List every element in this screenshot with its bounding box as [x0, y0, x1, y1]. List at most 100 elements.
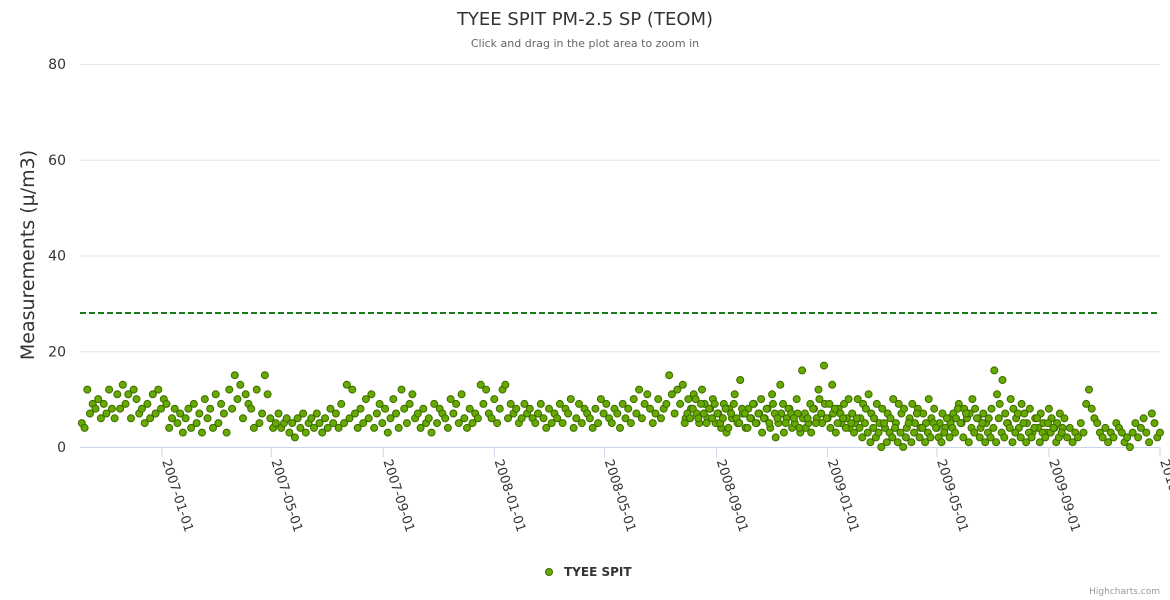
data-point[interactable]: [699, 409, 708, 418]
data-point[interactable]: [740, 409, 749, 418]
data-point[interactable]: [555, 399, 564, 408]
data-point[interactable]: [383, 428, 392, 437]
data-point[interactable]: [995, 399, 1004, 408]
data-point[interactable]: [930, 404, 939, 413]
data-point[interactable]: [839, 414, 848, 423]
data-point[interactable]: [789, 414, 798, 423]
data-point[interactable]: [907, 438, 916, 447]
data-point[interactable]: [247, 404, 256, 413]
data-point[interactable]: [1128, 428, 1137, 437]
data-point[interactable]: [542, 423, 551, 432]
data-point[interactable]: [1017, 399, 1026, 408]
data-point[interactable]: [751, 419, 760, 428]
data-point[interactable]: [646, 404, 655, 413]
data-point[interactable]: [670, 409, 679, 418]
data-point[interactable]: [792, 395, 801, 404]
data-point[interactable]: [157, 404, 165, 413]
data-point[interactable]: [397, 385, 406, 394]
data-point[interactable]: [910, 428, 919, 437]
data-point[interactable]: [962, 409, 970, 418]
data-point[interactable]: [386, 414, 395, 423]
data-point[interactable]: [1063, 433, 1072, 442]
data-point[interactable]: [490, 395, 499, 404]
data-point[interactable]: [392, 409, 400, 418]
data-point[interactable]: [266, 414, 275, 423]
data-point[interactable]: [894, 399, 903, 408]
data-point[interactable]: [643, 390, 652, 399]
data-point[interactable]: [162, 399, 171, 408]
data-point[interactable]: [828, 380, 837, 389]
data-point[interactable]: [678, 380, 687, 389]
data-point[interactable]: [345, 414, 354, 423]
data-point[interactable]: [844, 395, 853, 404]
data-point[interactable]: [815, 395, 824, 404]
data-point[interactable]: [209, 423, 217, 432]
data-point[interactable]: [820, 361, 828, 370]
data-point[interactable]: [757, 395, 766, 404]
data-point[interactable]: [833, 419, 842, 428]
data-point[interactable]: [351, 409, 359, 418]
data-point[interactable]: [282, 414, 291, 423]
data-point[interactable]: [986, 433, 995, 442]
data-point[interactable]: [694, 414, 703, 423]
data-point[interactable]: [1055, 409, 1064, 418]
data-point[interactable]: [531, 419, 540, 428]
data-point[interactable]: [168, 414, 176, 423]
data-point[interactable]: [239, 414, 247, 423]
data-point[interactable]: [1074, 433, 1082, 442]
data-point[interactable]: [381, 404, 390, 413]
data-point[interactable]: [564, 409, 573, 418]
data-point[interactable]: [1156, 428, 1164, 437]
data-point[interactable]: [616, 423, 624, 432]
data-point[interactable]: [779, 428, 788, 437]
data-point[interactable]: [534, 409, 542, 418]
data-point[interactable]: [886, 414, 895, 423]
data-point[interactable]: [1008, 438, 1017, 447]
data-point[interactable]: [310, 423, 318, 432]
data-point[interactable]: [921, 438, 930, 447]
data-point[interactable]: [864, 390, 873, 399]
data-point[interactable]: [1019, 419, 1028, 428]
data-point[interactable]: [148, 390, 157, 399]
data-point[interactable]: [454, 419, 463, 428]
data-point[interactable]: [1147, 409, 1156, 418]
data-point[interactable]: [771, 433, 780, 442]
data-point[interactable]: [394, 423, 403, 432]
data-point[interactable]: [222, 428, 231, 437]
data-point[interactable]: [811, 419, 820, 428]
data-point[interactable]: [214, 419, 223, 428]
data-point[interactable]: [569, 423, 578, 432]
data-point[interactable]: [1016, 433, 1025, 442]
data-point[interactable]: [356, 404, 365, 413]
data-point[interactable]: [899, 443, 908, 451]
data-point[interactable]: [501, 380, 510, 389]
data-point[interactable]: [680, 419, 689, 428]
data-point[interactable]: [572, 414, 581, 423]
data-point[interactable]: [110, 414, 119, 423]
data-point[interactable]: [736, 376, 745, 384]
data-point[interactable]: [762, 404, 771, 413]
data-point[interactable]: [178, 428, 187, 437]
data-point[interactable]: [585, 414, 594, 423]
data-point[interactable]: [271, 419, 280, 428]
data-point[interactable]: [847, 419, 856, 428]
data-point[interactable]: [1109, 433, 1118, 442]
data-point[interactable]: [880, 419, 889, 428]
data-point[interactable]: [852, 414, 861, 423]
data-point[interactable]: [629, 395, 638, 404]
data-point[interactable]: [482, 385, 491, 394]
data-point[interactable]: [822, 414, 831, 423]
data-point[interactable]: [463, 423, 471, 432]
data-point[interactable]: [637, 414, 646, 423]
data-point[interactable]: [140, 419, 149, 428]
data-point[interactable]: [506, 399, 515, 408]
data-point[interactable]: [945, 433, 954, 442]
data-point[interactable]: [915, 433, 924, 442]
data-point[interactable]: [151, 409, 160, 418]
data-point[interactable]: [1011, 428, 1020, 437]
data-point[interactable]: [979, 409, 988, 418]
data-point[interactable]: [1123, 433, 1132, 442]
data-point[interactable]: [525, 404, 534, 413]
data-point[interactable]: [1117, 428, 1126, 437]
